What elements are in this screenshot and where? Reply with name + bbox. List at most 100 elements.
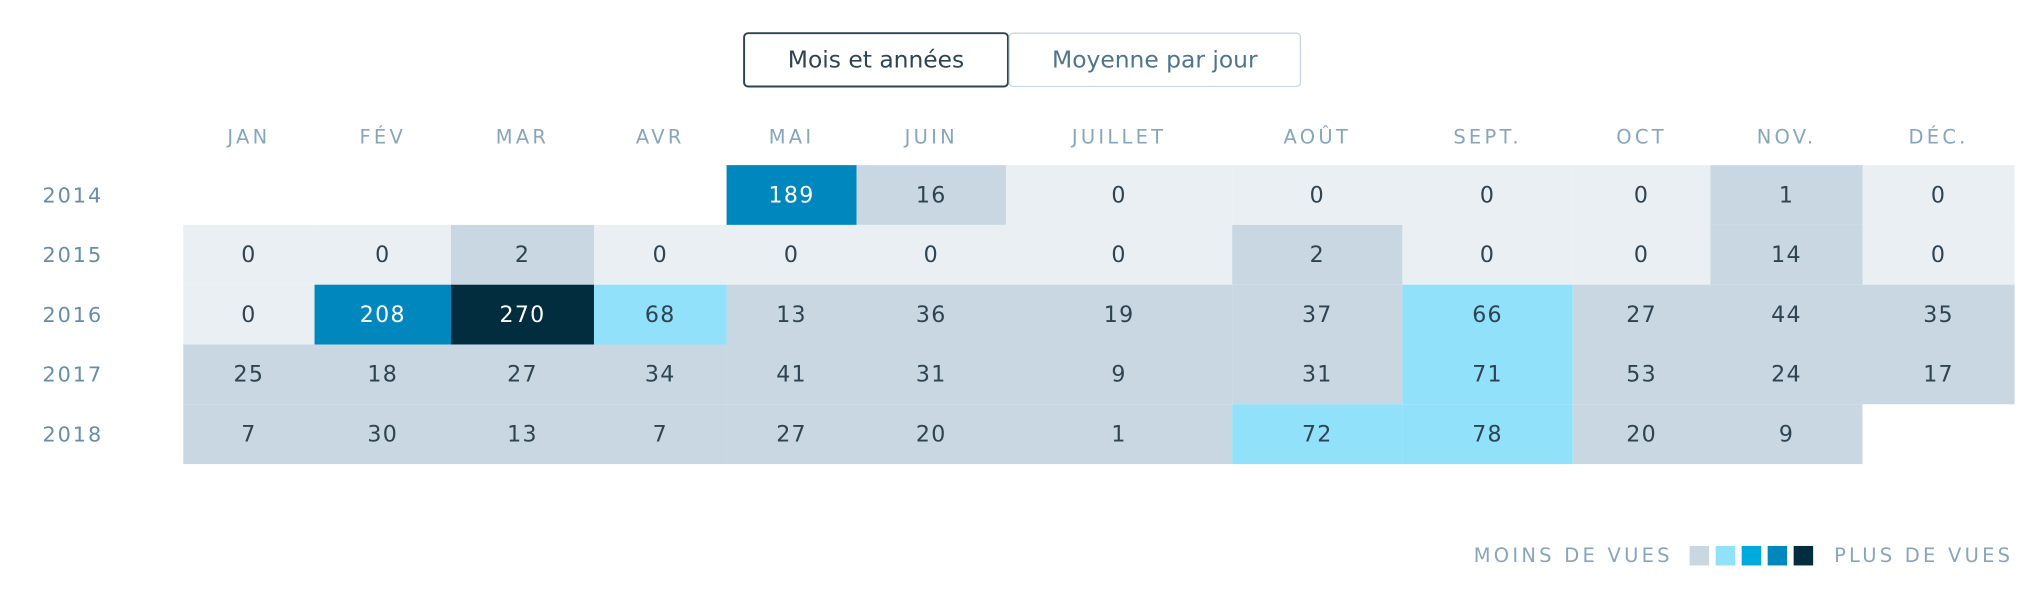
cell <box>1710 224 1863 285</box>
cell-value: 0 <box>1931 182 1946 208</box>
legend-high-label: PLUS DE VUES <box>1834 544 2013 567</box>
month-header: FÉV <box>359 125 406 148</box>
cell <box>1710 284 1863 345</box>
cell-value: 0 <box>1111 242 1126 268</box>
month-header: JAN <box>225 125 270 148</box>
cell-value: 0 <box>241 302 256 328</box>
tab-label[interactable]: Moyenne par jour <box>1052 46 1258 74</box>
cell <box>314 284 452 345</box>
cell <box>183 224 315 285</box>
cell <box>1232 404 1403 465</box>
month-header: AVR <box>636 125 685 148</box>
cell-value: 0 <box>1634 242 1649 268</box>
cell-value: 0 <box>1931 242 1946 268</box>
cell <box>1572 404 1711 465</box>
cell <box>183 404 315 465</box>
year-label: 2017 <box>42 363 103 387</box>
cell <box>856 165 1007 225</box>
cell-value: 27 <box>776 421 807 447</box>
cell-value: 9 <box>1111 362 1126 388</box>
cell <box>593 284 727 345</box>
tab-button[interactable] <box>743 32 1009 88</box>
cell <box>1710 344 1863 405</box>
legend-swatch <box>1689 545 1710 566</box>
cell <box>726 165 857 225</box>
cell <box>593 404 727 465</box>
cell <box>1572 344 1711 405</box>
cell <box>1402 284 1573 345</box>
cell-value: 0 <box>1480 242 1495 268</box>
cell <box>314 404 452 465</box>
cell-value: 27 <box>1626 302 1657 328</box>
cell-value: 0 <box>1310 182 1325 208</box>
cell <box>856 344 1007 405</box>
cell <box>726 344 857 405</box>
cell <box>593 344 727 405</box>
cell <box>1402 165 1573 225</box>
cell <box>451 224 594 285</box>
year-label: 2015 <box>42 243 103 267</box>
cell <box>1006 404 1233 465</box>
month-header: OCT <box>1616 125 1667 148</box>
cell-value: 2 <box>1310 242 1325 268</box>
cell-value: 14 <box>1771 242 1802 268</box>
cell-value: 7 <box>653 421 668 447</box>
cell <box>726 284 857 345</box>
cell <box>1402 344 1573 405</box>
cell-value: 25 <box>234 362 265 388</box>
cell <box>1232 224 1403 285</box>
tab-label[interactable]: Mois et années <box>788 46 964 74</box>
cell <box>1006 224 1233 285</box>
cell-value: 17 <box>1923 362 1954 388</box>
cell <box>1862 165 2015 225</box>
cell <box>1006 284 1233 345</box>
cell-value: 41 <box>776 362 807 388</box>
cell <box>1710 404 1863 465</box>
cell <box>314 224 452 285</box>
cell-value: 27 <box>507 362 538 388</box>
cell <box>1862 224 2015 285</box>
cell-value: 16 <box>916 182 947 208</box>
cell <box>1862 344 2015 405</box>
cell-value: 20 <box>916 421 947 447</box>
cell <box>1232 165 1403 225</box>
cell <box>451 344 594 405</box>
legend-swatch <box>1715 545 1736 566</box>
cell-value: 0 <box>1111 182 1126 208</box>
month-header: DÉC. <box>1909 125 1969 148</box>
cell-value: 0 <box>1634 182 1649 208</box>
cell-value: 0 <box>1480 182 1495 208</box>
cell-value: 2 <box>515 242 530 268</box>
cell-value: 36 <box>916 302 947 328</box>
cell-value: 7 <box>241 421 256 447</box>
cell <box>593 224 727 285</box>
cell <box>1232 284 1403 345</box>
cell-value: 1 <box>1779 182 1794 208</box>
cell-value: 9 <box>1779 421 1794 447</box>
legend-swatch <box>1793 545 1814 566</box>
cell <box>726 224 857 285</box>
cell <box>856 284 1007 345</box>
month-header: MAI <box>769 125 815 148</box>
cell-value: 13 <box>776 302 807 328</box>
cell-value: 1 <box>1111 421 1126 447</box>
month-header: SEPT. <box>1453 125 1521 148</box>
cell <box>1710 165 1863 225</box>
cell-value: 72 <box>1302 421 1333 447</box>
cell <box>314 344 452 405</box>
cell-value: 31 <box>1302 362 1333 388</box>
cell-value: 66 <box>1472 302 1503 328</box>
cell-value: 34 <box>645 362 676 388</box>
cell <box>1006 165 1233 225</box>
cell <box>183 284 315 345</box>
cell <box>1402 404 1573 465</box>
cell-value: 18 <box>367 362 398 388</box>
cell <box>726 404 857 465</box>
cell-value: 13 <box>507 421 538 447</box>
cell-value: 44 <box>1771 302 1802 328</box>
cell-value: 208 <box>360 302 406 328</box>
cell-value: 0 <box>241 242 256 268</box>
tab-button[interactable] <box>1008 32 1302 88</box>
